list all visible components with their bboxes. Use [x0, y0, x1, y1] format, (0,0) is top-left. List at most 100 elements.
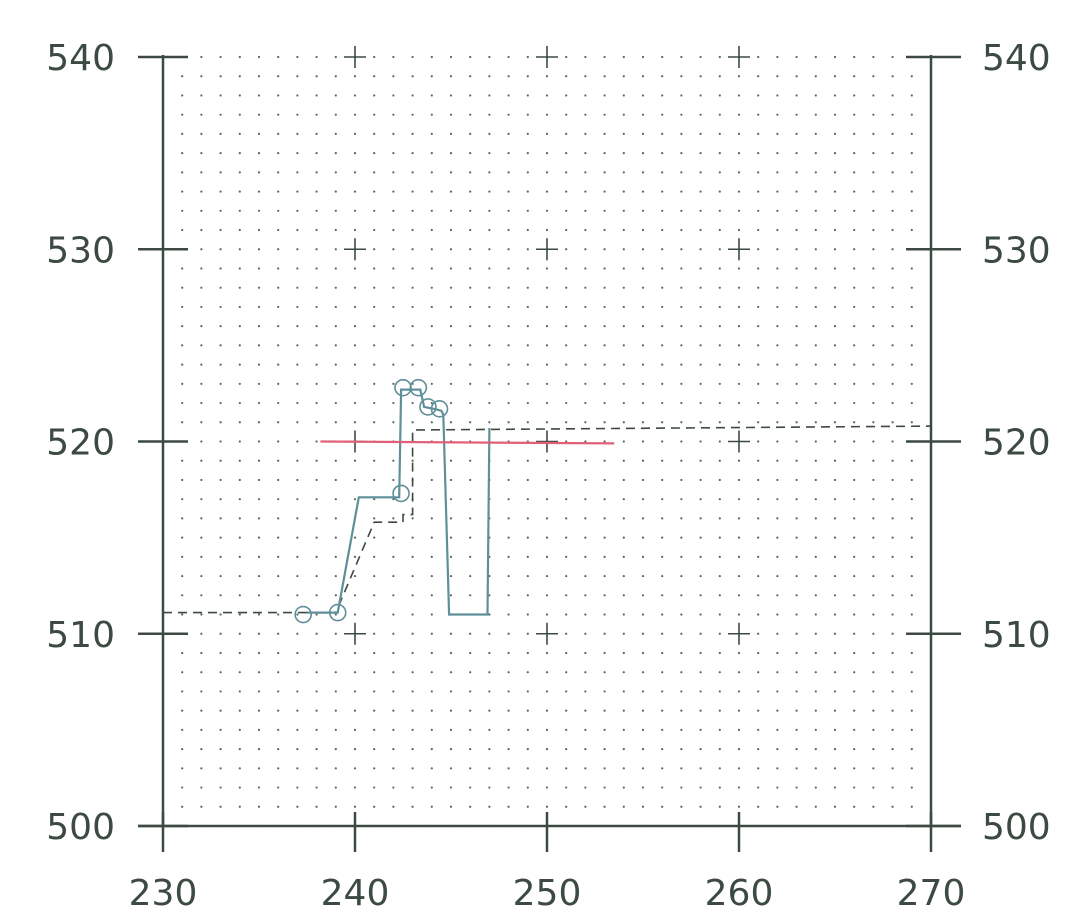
grid-dot: [545, 555, 549, 558]
grid-dot: [853, 651, 856, 655]
grid-dot: [545, 421, 549, 424]
grid-dot: [526, 228, 529, 232]
grid-dot: [373, 382, 376, 385]
grid-dot: [718, 478, 721, 482]
grid-dot: [833, 632, 837, 635]
grid-dot: [257, 786, 261, 789]
grid-dot: [603, 574, 606, 578]
grid-dot: [238, 709, 241, 712]
grid-dot: [622, 671, 625, 674]
grid-dot: [488, 382, 491, 385]
grid-dot: [430, 613, 433, 616]
grid-dot: [584, 748, 587, 751]
grid-dot: [565, 132, 568, 135]
grid-dot: [526, 478, 529, 482]
grid-dot: [891, 228, 894, 232]
grid-dot: [699, 421, 702, 424]
grid-dot: [296, 171, 299, 174]
grid-dot: [449, 228, 453, 232]
grid-dot: [526, 767, 529, 770]
y-tick-label-left: 510: [46, 615, 115, 656]
grid-dot: [315, 382, 318, 385]
grid-dot: [488, 767, 491, 770]
grid-dot: [565, 690, 568, 693]
grid-dot: [181, 267, 184, 270]
grid-dot: [449, 651, 453, 655]
grid-dot: [181, 805, 184, 808]
grid-dot: [661, 805, 664, 808]
grid-dot: [757, 325, 760, 328]
grid-dot: [795, 344, 798, 347]
grid-dot: [814, 574, 817, 578]
grid-dot: [334, 267, 337, 270]
grid-dot: [737, 805, 741, 808]
grid-dot: [488, 94, 491, 97]
grid-dot: [507, 498, 510, 501]
grid-dot: [622, 171, 625, 174]
grid-dot: [315, 305, 318, 309]
grid-dot: [449, 209, 453, 212]
grid-dot: [776, 728, 779, 731]
grid-dot: [334, 555, 337, 558]
grid-dot: [277, 132, 280, 135]
x-tick-label: 240: [321, 873, 390, 914]
grid-dot: [661, 555, 664, 558]
grid-dot: [680, 363, 683, 366]
grid-dot: [699, 690, 702, 693]
grid-dot: [622, 421, 625, 424]
grid-dot: [776, 478, 779, 482]
grid-dot: [853, 440, 856, 443]
grid-dot: [718, 55, 721, 59]
grid-dot: [737, 517, 741, 520]
grid-dot: [373, 690, 376, 693]
grid-dot: [680, 382, 683, 385]
grid-dot: [353, 132, 357, 135]
grid-dot: [814, 132, 817, 135]
grid-dot: [430, 305, 433, 309]
grid-dot: [219, 459, 222, 462]
grid-dot: [277, 228, 280, 232]
grid-dot: [200, 440, 203, 443]
grid-dot: [565, 536, 568, 539]
grid-dot: [296, 536, 299, 539]
grid-dot: [872, 440, 875, 443]
grid-dot: [603, 555, 606, 558]
grid-dot: [661, 440, 664, 443]
grid-dot: [814, 690, 817, 693]
grid-dot: [622, 344, 625, 347]
grid-dot: [776, 228, 779, 232]
grid-dot: [315, 55, 318, 59]
grid-dot: [545, 805, 549, 808]
grid-dot: [680, 113, 683, 116]
grid-dot: [776, 152, 779, 155]
grid-dot: [872, 748, 875, 751]
grid-dot: [910, 651, 913, 655]
grid-dot: [469, 132, 472, 135]
grid-dot: [526, 748, 529, 751]
grid-dot: [814, 536, 817, 539]
grid-dot: [737, 152, 741, 155]
grid-dot: [872, 55, 875, 59]
grid-dot: [853, 132, 856, 135]
grid-dot: [411, 75, 414, 78]
grid-dot: [795, 55, 798, 59]
grid-dot: [296, 132, 299, 135]
grid-dot: [776, 363, 779, 366]
grid-dot: [469, 363, 472, 366]
grid-dot: [565, 363, 568, 366]
grid-dot: [334, 305, 337, 309]
grid-dot: [833, 536, 837, 539]
grid-dot: [872, 94, 875, 97]
grid-dot: [507, 286, 510, 289]
grid-dot: [776, 555, 779, 558]
grid-dot: [872, 767, 875, 770]
grid-dot: [718, 132, 721, 135]
grid-dot: [795, 75, 798, 78]
grid-dot: [507, 132, 510, 135]
y-tick-label-left: 520: [46, 423, 115, 464]
grid-dot: [833, 671, 837, 674]
grid-dot: [449, 786, 453, 789]
grid-dot: [353, 613, 357, 616]
grid-dot: [680, 132, 683, 135]
grid-dot: [872, 555, 875, 558]
